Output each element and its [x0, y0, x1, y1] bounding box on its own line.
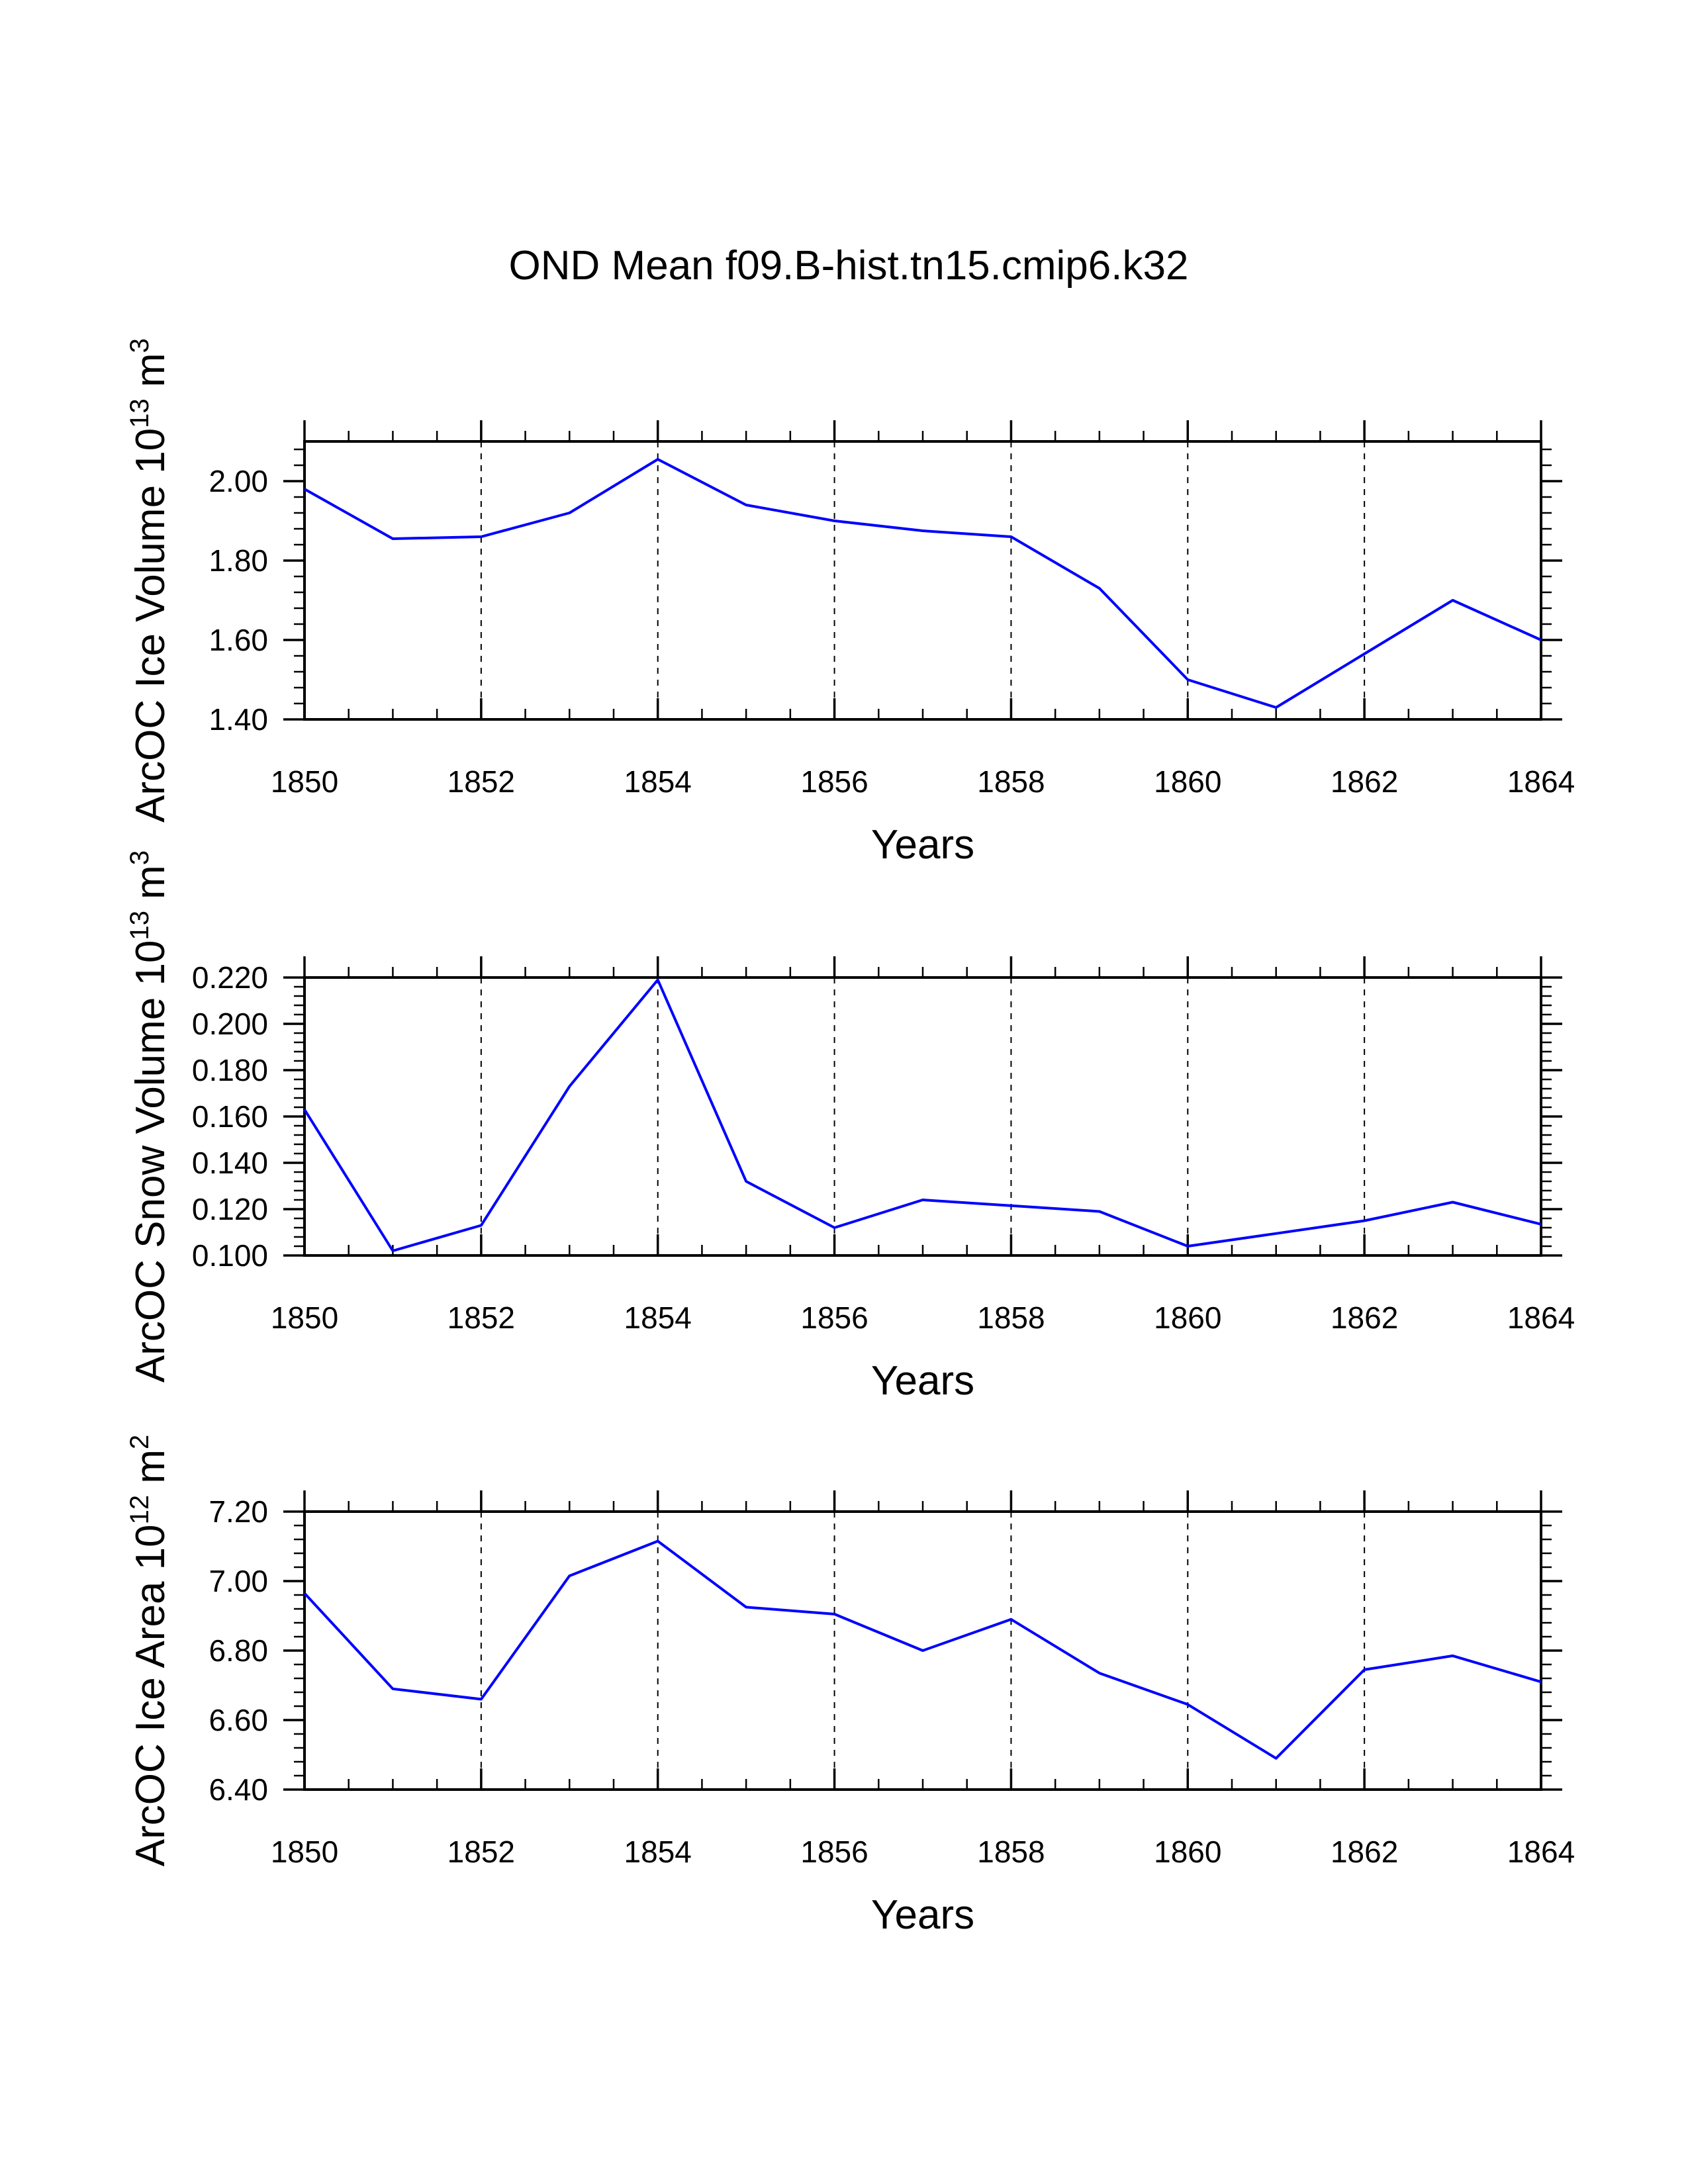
x-tick-label: 1852 — [447, 764, 515, 799]
y-axis-label: ArcOC Ice Volume 1013 m3 — [125, 338, 173, 823]
x-tick-label: 1856 — [800, 1835, 868, 1869]
y-tick-label: 2.00 — [209, 464, 268, 498]
x-tick-label: 1864 — [1507, 764, 1575, 799]
y-axis-label-part: 13 — [125, 911, 154, 940]
y-axis-label-part: m — [128, 1449, 173, 1495]
plot-frame — [303, 1510, 1542, 1791]
y-axis-label-part: ArcOC Ice Area 10 — [128, 1524, 173, 1866]
chart-panel-3: 1850 1852 1854 1856 1858 1860 1862 1864 6.40 6.60… — [125, 1435, 1575, 1938]
x-axis-label: Years — [871, 822, 974, 868]
figure-title: OND Mean f09.B-hist.tn15.cmip6.k32 — [509, 243, 1189, 289]
y-axis-label: ArcOC Ice Area 1012 m2 — [125, 1435, 173, 1867]
x-tick-label: 1860 — [1154, 764, 1221, 799]
x-tick-label: 1854 — [624, 1835, 692, 1869]
y-tick-label: 1.60 — [209, 623, 268, 657]
x-tick-label: 1850 — [271, 764, 338, 799]
x-axis-label: Years — [871, 1358, 974, 1404]
y-tick-label: 0.220 — [192, 960, 268, 995]
x-tick-label: 1852 — [447, 1300, 515, 1335]
y-axis-label: ArcOC Snow Volume 1013 m3 — [125, 850, 173, 1383]
x-tick-label: 1856 — [800, 764, 868, 799]
x-tick-label: 1858 — [977, 1300, 1045, 1335]
y-axis-label-part: 3 — [125, 338, 154, 353]
x-tick-label: 1850 — [271, 1835, 338, 1869]
y-tick-label: 0.180 — [192, 1053, 268, 1087]
y-tick-label: 6.40 — [209, 1772, 268, 1807]
y-axis-label-part: 3 — [125, 850, 154, 865]
y-tick-label: 0.100 — [192, 1238, 268, 1273]
y-tick-label: 1.80 — [209, 543, 268, 578]
chart-panel-2: 1850 1852 1854 1856 1858 1860 1862 1864 0.100 0.1… — [125, 850, 1575, 1404]
x-tick-label: 1858 — [977, 764, 1045, 799]
x-tick-label: 1854 — [624, 1300, 692, 1335]
x-tick-label: 1856 — [800, 1300, 868, 1335]
y-tick-label: 0.120 — [192, 1192, 268, 1226]
y-tick-label: 6.80 — [209, 1633, 268, 1668]
y-axis-label-part: m — [128, 865, 173, 911]
y-tick-label: 0.160 — [192, 1099, 268, 1134]
x-tick-label: 1860 — [1154, 1835, 1221, 1869]
y-axis-label-part: ArcOC Snow Volume 10 — [128, 940, 173, 1383]
y-axis-label-part: 12 — [125, 1495, 154, 1525]
y-tick-label: 1.40 — [209, 702, 268, 737]
y-axis-label-part: m — [128, 353, 173, 398]
plot-frame — [303, 976, 1542, 1257]
x-tick-label: 1852 — [447, 1835, 515, 1869]
y-axis-label-part: 13 — [125, 398, 154, 428]
chart-panel-1: 1850 1852 1854 1856 1858 1860 1862 1864 1.40 1.60… — [125, 338, 1575, 868]
x-tick-label: 1854 — [624, 764, 692, 799]
plot-frame — [303, 440, 1542, 721]
x-tick-label: 1862 — [1331, 764, 1398, 799]
y-tick-label: 7.00 — [209, 1564, 268, 1598]
x-tick-label: 1858 — [977, 1835, 1045, 1869]
x-tick-label: 1860 — [1154, 1300, 1221, 1335]
x-tick-label: 1850 — [271, 1300, 338, 1335]
x-tick-label: 1862 — [1331, 1835, 1398, 1869]
x-axis-label: Years — [871, 1892, 974, 1938]
x-tick-label: 1862 — [1331, 1300, 1398, 1335]
y-tick-label: 7.20 — [209, 1494, 268, 1529]
x-tick-label: 1864 — [1507, 1300, 1575, 1335]
y-axis-label-part: 2 — [125, 1435, 154, 1449]
y-tick-label: 6.60 — [209, 1703, 268, 1737]
y-tick-label: 0.200 — [192, 1007, 268, 1041]
y-axis-label-part: ArcOC Ice Volume 10 — [128, 428, 173, 823]
x-tick-label: 1864 — [1507, 1835, 1575, 1869]
y-tick-label: 0.140 — [192, 1146, 268, 1180]
